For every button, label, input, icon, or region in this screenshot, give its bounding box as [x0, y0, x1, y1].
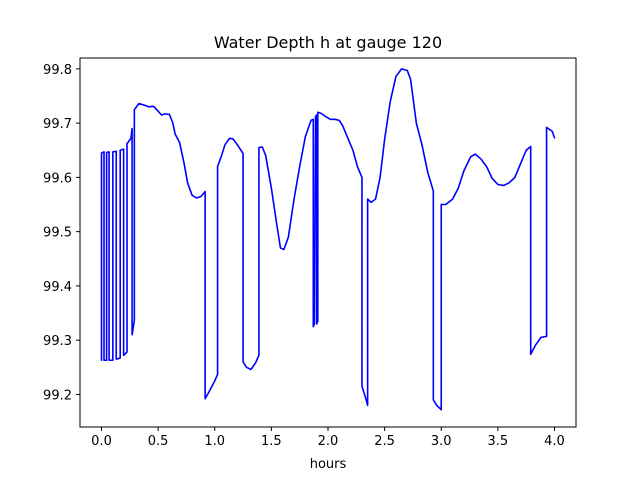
x-tick-label: 2.0: [318, 434, 339, 449]
x-tick-label: 4.0: [544, 434, 565, 449]
y-axis: 99.2 99.3 99.4 99.5 99.6 99.7 99.8: [43, 63, 80, 403]
y-tick-label: 99.5: [43, 226, 72, 241]
y-tick-label: 99.6: [43, 171, 72, 186]
x-tick-label: 1.5: [261, 434, 282, 449]
y-tick-label: 99.8: [43, 63, 72, 78]
x-tick-label: 0.5: [148, 434, 169, 449]
x-axis-label: hours: [310, 457, 347, 472]
x-tick-label: 0.0: [91, 434, 112, 449]
y-tick-label: 99.2: [43, 388, 72, 403]
x-tick-label: 3.0: [431, 434, 452, 449]
x-axis: 0.0 0.5 1.0 1.5 2.0 2.5 3.0 3.5 4.0: [91, 427, 565, 449]
chart-title: Water Depth h at gauge 120: [214, 33, 442, 52]
series-line-1: [100, 68, 556, 411]
y-tick-label: 99.7: [43, 117, 72, 132]
x-tick-label: 3.5: [488, 434, 509, 449]
x-tick-label: 2.5: [374, 434, 395, 449]
y-tick-label: 99.4: [43, 280, 72, 295]
y-tick-label: 99.3: [43, 334, 72, 349]
x-tick-label: 1.0: [204, 434, 225, 449]
